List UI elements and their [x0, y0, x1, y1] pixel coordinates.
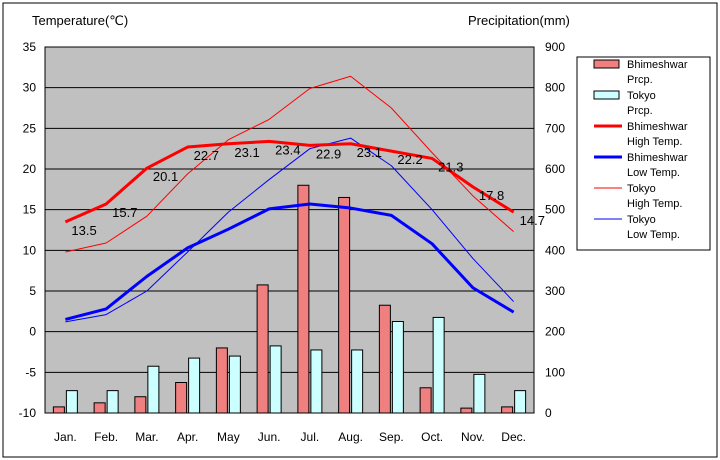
bhimeshwar-precip-bar — [215, 347, 228, 414]
x-tick-label: Sep. — [379, 430, 404, 444]
tokyo-precip-bar — [473, 373, 486, 414]
bhimeshwar-precip-bar — [297, 184, 310, 414]
high-temp-data-label: 23.1 — [234, 145, 259, 160]
tokyo-precip-bar — [228, 355, 241, 414]
legend-swatch — [593, 90, 620, 100]
bhimeshwar-precip-bar — [175, 382, 188, 414]
high-temp-data-label: 23.4 — [275, 142, 300, 157]
x-tick-label: Jan. — [54, 430, 77, 444]
right-tick-label: 0 — [545, 406, 552, 420]
x-tick-label: Nov. — [461, 430, 485, 444]
bhimeshwar-low-line — [64, 202, 515, 321]
legend-label-sub: High Temp. — [627, 198, 682, 210]
high-temp-data-label: 20.1 — [153, 169, 178, 184]
x-tick-label: Jun. — [258, 430, 281, 444]
tokyo-precip-bar — [106, 390, 119, 414]
bhimeshwar-precip-bar — [134, 396, 147, 414]
legend-label: Bhimeshwar — [627, 121, 688, 133]
legend-label-sub: Low Temp. — [627, 229, 680, 241]
x-tick-label: May — [217, 430, 240, 444]
right-tick-label: 300 — [545, 284, 565, 298]
tokyo-precip-bar — [391, 321, 404, 414]
data-labels: 13.5 15.7 20.1 22.7 23.1 23.4 22.9 23.1 22.2 21.3… — [71, 142, 545, 238]
high-temp-data-label: 22.2 — [397, 152, 422, 167]
high-temp-data-label: 15.7 — [112, 205, 137, 220]
bhimeshwar-precip-bar — [52, 406, 65, 414]
left-tick-label: 35 — [23, 40, 37, 54]
x-tick-label: Mar. — [135, 430, 158, 444]
left-tick-label: -5 — [25, 365, 36, 379]
x-tick-label: Oct. — [421, 430, 443, 444]
tokyo-precip-bar — [310, 349, 323, 414]
left-tick-label: 30 — [23, 81, 37, 95]
left-axis-ticks: 35 30 25 20 15 10 5 0 -5 -10 — [19, 40, 37, 420]
right-tick-label: 400 — [545, 243, 565, 257]
tokyo-precip-bar — [269, 345, 282, 414]
tokyo-precip-bar — [432, 316, 445, 414]
legend-box — [576, 56, 711, 251]
left-tick-label: 5 — [29, 284, 36, 298]
bhimeshwar-precip-bar — [378, 304, 391, 414]
legend-label-sub: High Temp. — [627, 136, 682, 148]
bhimeshwar-precip-bar — [93, 402, 106, 414]
right-tick-label: 800 — [545, 81, 565, 95]
right-tick-label: 100 — [545, 365, 565, 379]
legend-label-sub: Prcp. — [627, 74, 653, 86]
bhimeshwar-precip-bar — [419, 387, 432, 414]
legend: Bhimeshwar Prcp. Tokyo Prcp. Bhimeshwar High … — [576, 56, 711, 251]
bhimeshwar-precip-bar — [256, 284, 269, 414]
high-temp-data-label: 23.1 — [357, 145, 382, 160]
high-temp-data-label: 13.5 — [71, 223, 96, 238]
tokyo-precip-bar — [65, 390, 78, 414]
temperature-lines — [64, 75, 515, 323]
precipitation-bars — [52, 184, 527, 414]
bhimeshwar-high-line — [64, 139, 515, 224]
legend-label: Tokyo — [627, 183, 656, 195]
x-tick-label: Jul. — [301, 430, 320, 444]
plot-area — [44, 46, 535, 414]
gridlines — [45, 87, 534, 373]
legend-label-sub: Prcp. — [627, 105, 653, 117]
right-tick-label: 900 — [545, 40, 565, 54]
legend-label: Tokyo — [627, 214, 656, 226]
legend-label: Bhimeshwar — [627, 59, 688, 71]
left-tick-label: 25 — [23, 121, 37, 135]
high-temp-data-label: 22.9 — [316, 146, 341, 161]
bhimeshwar-precip-bar — [460, 407, 473, 414]
tokyo-precip-bar — [188, 357, 201, 414]
high-temp-data-label: 21.3 — [438, 159, 463, 174]
legend-label: Bhimeshwar — [627, 152, 688, 164]
right-axis-ticks: 900 800 700 600 500 400 300 200 100 0 — [545, 40, 565, 420]
high-temp-data-label: 22.7 — [194, 148, 219, 163]
tokyo-precip-bar — [147, 365, 160, 414]
legend-label: Tokyo — [627, 90, 656, 102]
tokyo-high-line — [65, 75, 514, 253]
right-tick-label: 600 — [545, 162, 565, 176]
bhimeshwar-precip-bar — [338, 196, 351, 414]
legend-label-sub: Low Temp. — [627, 167, 680, 179]
x-axis-ticks: Jan. Feb. Mar. Apr. May Jun. Jul. Aug. Sep. Oct. N… — [54, 430, 526, 444]
left-tick-label: 0 — [29, 325, 36, 339]
x-tick-label: Feb. — [94, 430, 118, 444]
tokyo-precip-bar — [351, 349, 364, 414]
x-tick-label: Apr. — [177, 430, 198, 444]
right-tick-label: 200 — [545, 325, 565, 339]
right-axis-title: Precipitation(mm) — [468, 13, 570, 28]
tokyo-low-line — [65, 137, 514, 323]
bhimeshwar-precip-bar — [501, 406, 514, 414]
legend-swatch — [593, 59, 620, 69]
high-temp-data-label: 17.8 — [479, 188, 504, 203]
right-tick-label: 700 — [545, 121, 565, 135]
left-tick-label: 20 — [23, 162, 37, 176]
right-tick-label: 500 — [545, 203, 565, 217]
left-tick-label: 15 — [23, 203, 37, 217]
high-temp-data-label: 14.7 — [520, 213, 545, 228]
left-tick-label: -10 — [19, 406, 37, 420]
x-tick-label: Dec. — [501, 430, 526, 444]
left-axis-title: Temperature(℃) — [32, 13, 128, 28]
left-tick-label: 10 — [23, 243, 37, 257]
x-tick-label: Aug. — [338, 430, 363, 444]
tokyo-precip-bar — [514, 390, 527, 414]
